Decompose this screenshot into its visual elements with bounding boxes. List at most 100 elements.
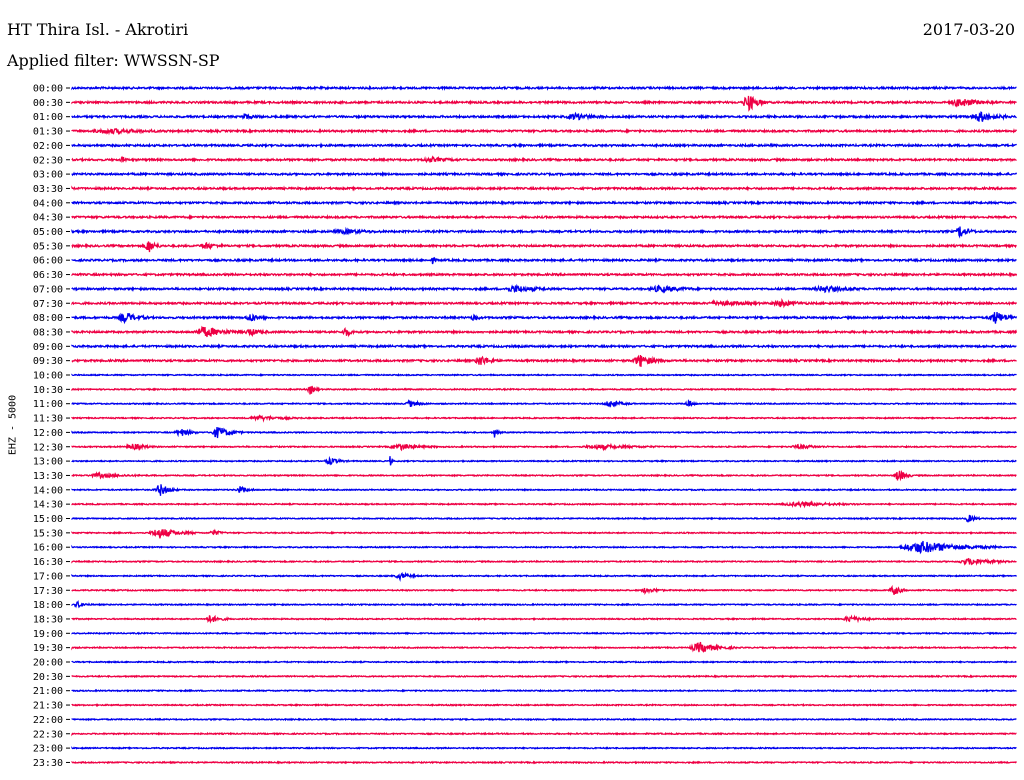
- trace-row: [71, 95, 1017, 112]
- trace-row: [71, 84, 1017, 91]
- trace-row: [71, 256, 1017, 265]
- trace-row: [71, 385, 1017, 395]
- row-time-label: 05:30: [33, 241, 63, 252]
- row-time-label: 21:00: [33, 686, 63, 697]
- trace-row: [71, 127, 1018, 136]
- row-time-label: 19:00: [33, 629, 63, 640]
- row-time-label: 22:30: [33, 729, 63, 740]
- row-time-label: 11:30: [33, 414, 63, 425]
- row-time-label: 07:00: [33, 284, 63, 295]
- row-time-label: 03:00: [33, 170, 63, 181]
- trace-row: [71, 297, 1018, 309]
- trace-row: [71, 226, 1017, 239]
- row-time-label: 15:30: [33, 528, 63, 539]
- row-time-label: 12:30: [33, 442, 63, 453]
- row-time-label: 15:00: [33, 514, 63, 525]
- trace-row: [71, 674, 1018, 679]
- row-time-label: 14:00: [33, 485, 63, 496]
- row-time-label: 18:30: [33, 614, 63, 625]
- row-time-label: 17:30: [33, 586, 63, 597]
- trace-row: [71, 426, 1017, 439]
- trace-row: [71, 514, 1017, 523]
- row-time-label: 20:00: [33, 658, 63, 669]
- trace-row: [71, 142, 1017, 149]
- row-time-label: 18:00: [33, 600, 63, 611]
- row-time-label: 04:00: [33, 198, 63, 209]
- trace-row: [71, 399, 1017, 408]
- row-time-label: 09:00: [33, 342, 63, 353]
- row-time-label: 07:30: [33, 299, 63, 310]
- record-date: 2017-03-20: [922, 20, 1015, 39]
- trace-row: [71, 442, 1017, 452]
- trace-row: [71, 614, 1017, 624]
- row-time-label: 19:30: [33, 643, 63, 654]
- row-time-label: 13:00: [33, 457, 63, 468]
- row-time-label: 14:30: [33, 500, 63, 511]
- trace-row: [71, 760, 1017, 765]
- row-time-label: 11:00: [33, 399, 63, 410]
- row-time-label: 00:00: [33, 84, 63, 95]
- trace-row: [71, 373, 1017, 377]
- trace-row: [71, 185, 1017, 192]
- row-time-label: 23:00: [33, 744, 63, 755]
- row-time-label: 12:00: [33, 428, 63, 439]
- trace-row: [71, 170, 1018, 178]
- trace-row: [71, 660, 1017, 664]
- trace-row: [71, 746, 1017, 751]
- row-time-label: 04:30: [33, 213, 63, 224]
- trace-row: [71, 455, 1017, 466]
- row-time-label: 03:30: [33, 184, 63, 195]
- trace-row: [71, 571, 1017, 582]
- trace-row: [71, 641, 1017, 653]
- trace-row: [71, 199, 1017, 206]
- trace-row: [71, 731, 1017, 737]
- row-time-label: 06:30: [33, 270, 63, 281]
- trace-row: [71, 155, 1017, 164]
- row-time-label: 10:30: [33, 385, 63, 396]
- row-time-label: 01:30: [33, 127, 63, 138]
- station-title: HT Thira Isl. - Akrotiri: [7, 20, 189, 39]
- row-time-label: 23:30: [33, 758, 63, 769]
- trace-row: [71, 343, 1017, 350]
- trace-row: [71, 631, 1017, 636]
- trace-row: [71, 414, 1017, 423]
- trace-row: [71, 702, 1017, 708]
- trace-row: [71, 271, 1018, 278]
- trace-row: [71, 312, 1018, 325]
- row-time-label: 13:30: [33, 471, 63, 482]
- trace-row: [71, 557, 1017, 566]
- trace-row: [71, 484, 1017, 496]
- row-time-label: 20:30: [33, 672, 63, 683]
- trace-row: [71, 500, 1018, 509]
- trace-row: [71, 599, 1017, 609]
- trace-row: [71, 325, 1018, 338]
- row-time-label: 16:00: [33, 543, 63, 554]
- trace-row: [71, 584, 1017, 596]
- row-time-label: 21:30: [33, 701, 63, 712]
- trace-row: [71, 717, 1017, 722]
- row-time-label: 01:00: [33, 112, 63, 123]
- trace-row: [71, 241, 1017, 253]
- trace-row: [71, 688, 1017, 693]
- trace-row: [71, 213, 1018, 221]
- trace-row: [71, 540, 1017, 555]
- row-time-label: 09:30: [33, 356, 63, 367]
- trace-row: [71, 354, 1017, 367]
- row-time-label: 05:00: [33, 227, 63, 238]
- row-time-label: 22:00: [33, 715, 63, 726]
- row-time-label: 10:00: [33, 371, 63, 382]
- filter-label: Applied filter: WWSSN-SP: [7, 51, 220, 70]
- row-time-label: 08:30: [33, 327, 63, 338]
- trace-row: [71, 469, 1017, 482]
- row-time-label: 08:00: [33, 313, 63, 324]
- row-time-label: 16:30: [33, 557, 63, 568]
- row-time-label: 02:00: [33, 141, 63, 152]
- row-time-label: 00:30: [33, 98, 63, 109]
- row-time-label: 02:30: [33, 155, 63, 166]
- trace-row: [71, 528, 1017, 539]
- row-time-label: 17:00: [33, 571, 63, 582]
- row-time-label: 06:00: [33, 256, 63, 267]
- trace-row: [71, 111, 1017, 122]
- trace-row: [71, 283, 1018, 294]
